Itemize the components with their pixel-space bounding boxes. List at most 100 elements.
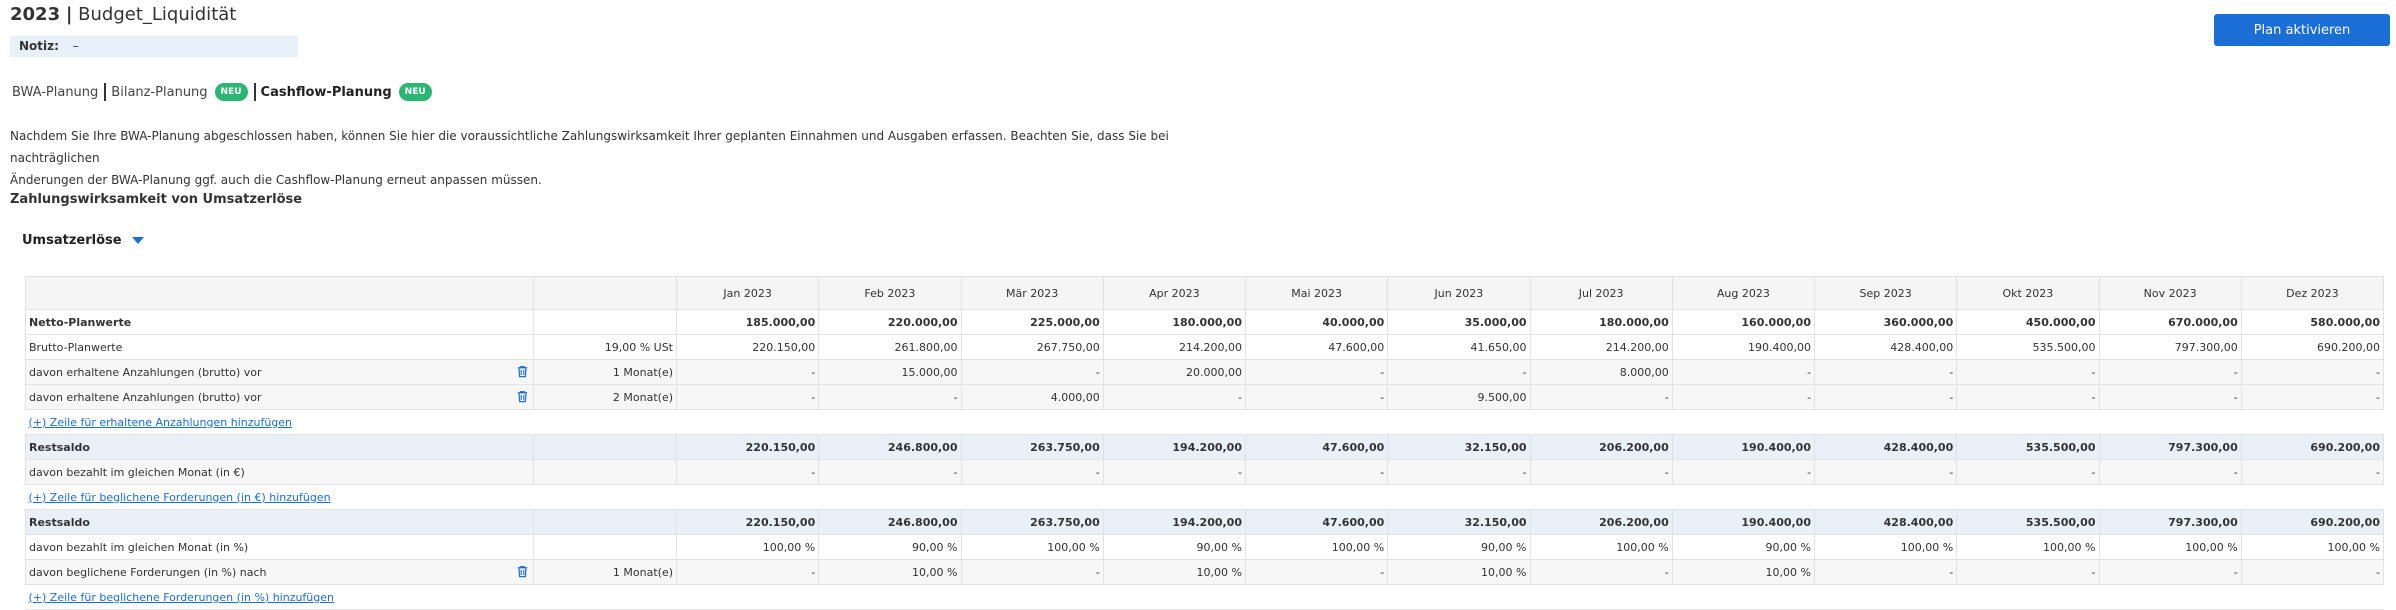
value-cell[interactable]: - [1387,459,1531,485]
table-row: davon beglichene Forderungen (in %) nach… [25,559,2385,585]
value-cell[interactable]: - [1102,459,1247,485]
value-cell: 160.000,00 [1671,309,1816,335]
value-cell[interactable]: - [1671,359,1816,385]
value-cell[interactable]: - [1529,384,1673,410]
value-cell[interactable]: - [1244,459,1389,485]
value-cell[interactable]: - [2240,384,2385,410]
value-cell[interactable]: - [960,359,1104,385]
add-row-link[interactable]: (+) Zeile für beglichene Forderungen (in… [28,590,335,604]
tab-bwa-planung[interactable]: BWA-Planung [12,85,98,100]
note-box[interactable]: Notiz: – [10,36,298,57]
value-cell: 190.400,00 [1671,434,1816,460]
value-cell[interactable]: - [675,559,820,585]
value-cell[interactable]: - [675,384,820,410]
value-cell[interactable]: - [1529,459,1673,485]
value-cell[interactable]: - [1813,359,1958,385]
header-label-cell [25,276,534,310]
value-cell: 214.200,00 [1529,334,1673,360]
row-meta-cell[interactable]: 1 Monat(e) [533,359,677,385]
header-meta-cell [533,276,677,310]
value-cell[interactable]: 100,00 % [1244,534,1389,560]
value-cell[interactable]: - [2240,459,2385,485]
value-cell[interactable]: - [1244,559,1389,585]
trash-icon[interactable] [516,390,530,404]
value-cell[interactable]: - [1956,459,2100,485]
value-cell[interactable]: 10,00 % [1671,559,1816,585]
value-cell[interactable]: - [1244,359,1389,385]
value-cell[interactable]: 20.000,00 [1102,359,1247,385]
value-cell[interactable]: - [960,559,1104,585]
tab-label: Bilanz-Planung [111,84,208,100]
value-cell[interactable]: - [1813,559,1958,585]
value-cell[interactable]: - [2098,359,2242,385]
value-cell[interactable]: - [1956,559,2100,585]
row-meta-cell[interactable]: 19,00 % USt [533,334,677,360]
row-meta-cell[interactable]: 1 Monat(e) [533,559,677,585]
value-cell[interactable]: - [960,459,1104,485]
table-row: Restsaldo 220.150,00 246.800,00 263.750,00 1… [25,509,2385,535]
value-cell[interactable]: 100,00 % [675,534,820,560]
value-cell: 797.300,00 [2098,334,2242,360]
value-cell: 670.000,00 [2098,309,2242,335]
value-cell[interactable]: - [2098,384,2242,410]
activate-plan-button[interactable]: Plan aktivieren [2214,14,2390,46]
value-cell[interactable]: 10,00 % [1387,559,1531,585]
value-cell[interactable]: - [1244,384,1389,410]
add-row-link[interactable]: (+) Zeile für beglichene Forderungen (in… [28,490,331,504]
value-cell: 580.000,00 [2240,309,2385,335]
row-meta-cell[interactable]: 2 Monat(e) [533,384,677,410]
value-cell[interactable]: 90,00 % [818,534,962,560]
value-cell[interactable]: - [1387,359,1531,385]
value-cell[interactable]: - [2098,559,2242,585]
trash-icon[interactable] [516,565,530,579]
tab-bilanz-planung[interactable]: Bilanz-Planung NEU [111,83,248,101]
value-cell[interactable]: 10,00 % [818,559,962,585]
value-cell[interactable]: - [1102,384,1247,410]
value-cell[interactable]: 100,00 % [2240,534,2385,560]
value-cell[interactable]: 90,00 % [1387,534,1531,560]
value-cell[interactable]: - [2240,559,2385,585]
value-cell[interactable]: 10,00 % [1102,559,1247,585]
value-cell[interactable]: 90,00 % [1102,534,1247,560]
value-cell[interactable]: 90,00 % [1671,534,1816,560]
value-cell[interactable]: 100,00 % [2098,534,2242,560]
tab-cashflow-planung[interactable]: Cashflow-Planung NEU [261,83,432,101]
row-label-cell: Restsaldo [25,434,534,460]
value-cell[interactable]: - [1671,459,1816,485]
value-cell[interactable]: - [1956,384,2100,410]
planning-tabs: BWA-Planung Bilanz-Planung NEU Cashflow-P… [12,82,432,102]
value-cell[interactable]: - [1956,359,2100,385]
trash-icon[interactable] [516,365,530,379]
value-cell: 206.200,00 [1529,434,1673,460]
value-cell[interactable]: - [1813,459,1958,485]
value-cell: 41.650,00 [1387,334,1531,360]
value-cell[interactable]: 15.000,00 [818,359,962,385]
value-cell: 47.600,00 [1244,434,1389,460]
value-cell[interactable]: 100,00 % [1813,534,1958,560]
value-cell[interactable]: - [1671,384,1816,410]
value-cell: 263.750,00 [960,509,1104,535]
value-cell[interactable]: 100,00 % [960,534,1104,560]
add-row-link-row: (+) Zeile für beglichene Forderungen (in… [25,584,2384,610]
month-header: Nov 2023 [2098,276,2242,310]
section-title: Zahlungswirksamkeit von Umsatzerlöse [10,192,303,207]
value-cell[interactable]: - [818,459,962,485]
table-row: davon bezahlt im gleichen Monat (in %) 10… [25,534,2385,560]
value-cell[interactable]: 100,00 % [1956,534,2100,560]
value-cell[interactable]: - [675,359,820,385]
category-dropdown[interactable]: Umsatzerlöse [22,233,144,248]
value-cell[interactable]: - [2098,459,2242,485]
value-cell[interactable]: 100,00 % [1529,534,1673,560]
row-label: davon beglichene Forderungen (in %) nach [29,565,267,579]
value-cell[interactable]: 4.000,00 [960,384,1104,410]
title-separator: | [65,4,73,25]
value-cell[interactable]: - [1813,384,1958,410]
add-row-link[interactable]: (+) Zeile für erhaltene Anzahlungen hinz… [28,415,293,429]
value-cell[interactable]: 9.500,00 [1387,384,1531,410]
value-cell[interactable]: - [1529,559,1673,585]
value-cell[interactable]: - [675,459,820,485]
add-row-cell: (+) Zeile für beglichene Forderungen (in… [25,484,2384,510]
value-cell[interactable]: 8.000,00 [1529,359,1673,385]
value-cell[interactable]: - [818,384,962,410]
value-cell[interactable]: - [2240,359,2385,385]
